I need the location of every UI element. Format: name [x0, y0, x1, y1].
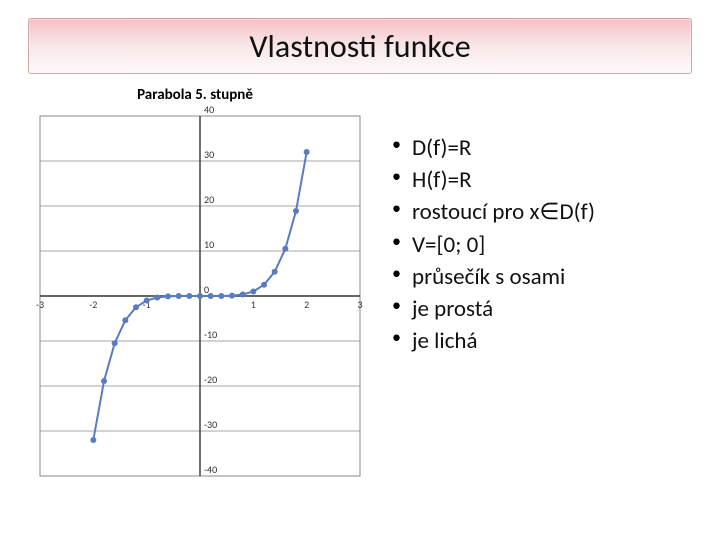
- svg-text:-2: -2: [89, 298, 97, 311]
- svg-text:-40: -40: [204, 463, 217, 476]
- property-item: průsečík s osami: [390, 261, 700, 293]
- svg-text:-20: -20: [204, 373, 217, 386]
- property-item: je lichá: [390, 325, 700, 357]
- title-bar: Vlastnosti funkce: [28, 18, 692, 74]
- svg-text:-30: -30: [204, 418, 217, 431]
- content: Parabola 5. stupně -40 -30 -20 -10 0 10 20 30 40…: [0, 74, 720, 486]
- property-item: H(f)=R: [390, 164, 700, 196]
- property-item: D(f)=R: [390, 132, 700, 164]
- chart-svg: -40-30-20-10010203040-3-2-1123: [20, 106, 370, 486]
- svg-text:10: 10: [204, 238, 214, 251]
- property-item: rostoucí pro x∈D(f): [390, 196, 700, 228]
- svg-text:3: 3: [357, 298, 362, 311]
- svg-text:1: 1: [251, 298, 256, 311]
- svg-text:2: 2: [304, 298, 309, 311]
- svg-text:30: 30: [204, 148, 214, 161]
- chart-title: Parabola 5. stupně: [20, 82, 370, 106]
- svg-text:-3: -3: [36, 298, 44, 311]
- property-item: V=[0; 0]: [390, 229, 700, 261]
- svg-text:40: 40: [204, 106, 214, 116]
- svg-text:0: 0: [204, 283, 209, 296]
- chart-box: -40-30-20-10010203040-3-2-1123: [20, 106, 370, 486]
- properties-list: D(f)=RH(f)=Rrostoucí pro x∈D(f)V=[0; 0]p…: [390, 132, 700, 357]
- properties-column: D(f)=RH(f)=Rrostoucí pro x∈D(f)V=[0; 0]p…: [380, 82, 700, 486]
- svg-text:20: 20: [204, 193, 214, 206]
- page-title: Vlastnosti funkce: [249, 27, 470, 66]
- property-item: je prostá: [390, 293, 700, 325]
- chart-column: Parabola 5. stupně -40 -30 -20 -10 0 10 20 30 40…: [20, 82, 370, 486]
- svg-text:-10: -10: [204, 328, 217, 341]
